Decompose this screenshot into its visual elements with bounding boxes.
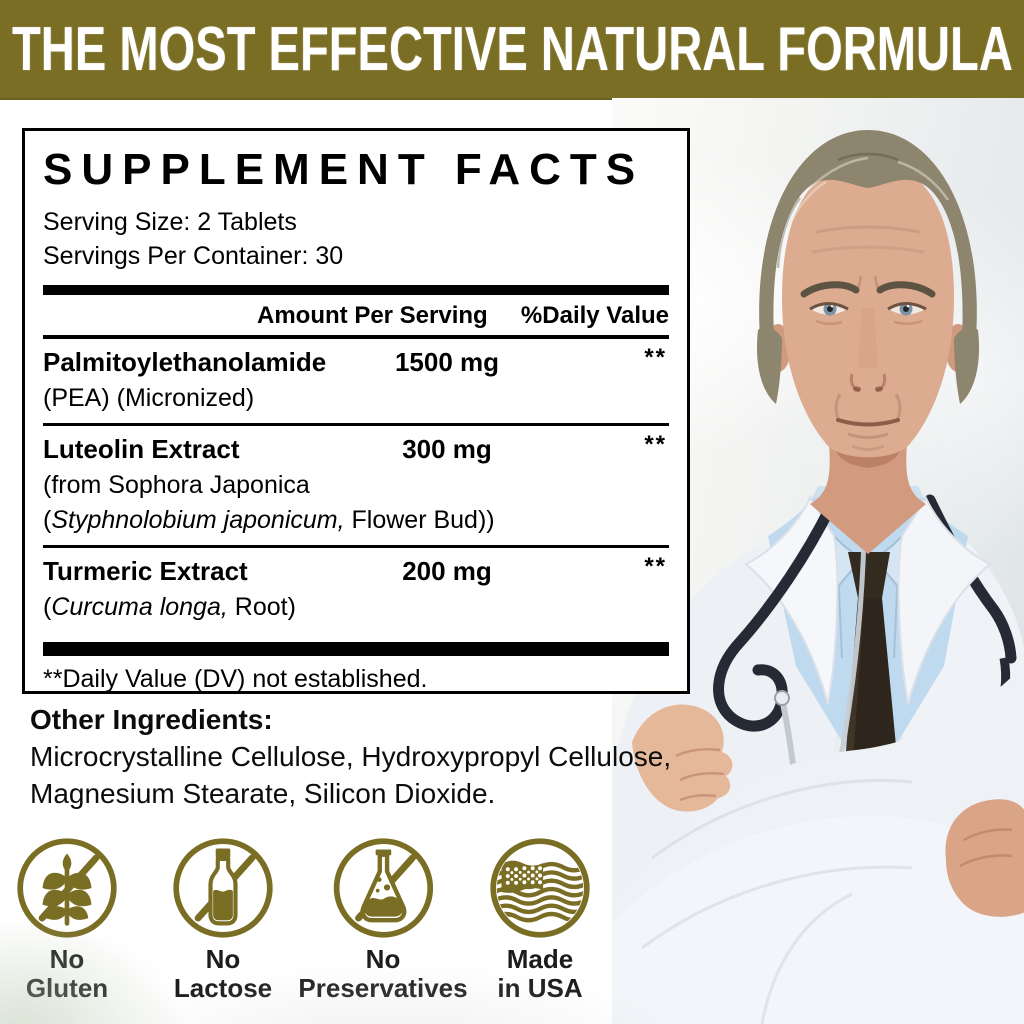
other-ingredients-section: Other Ingredients: Microcrystalline Cell… [30, 702, 678, 812]
badge-label: No Lactose [173, 944, 273, 1003]
ingredient-amount: 1500 mg [394, 347, 500, 377]
ingredient-row: Palmitoylethanolamide 1500 mg ** (PEA) (Mic… [43, 339, 669, 426]
other-ingredients-text: Microcrystalline Cellulose, Hydroxypropy… [30, 738, 678, 812]
supplement-facts-panel: SUPPLEMENT FACTS Serving Size: 2 Tablets… [22, 128, 690, 694]
ingredient-daily-value: ** [644, 553, 667, 580]
facts-title: SUPPLEMENT FACTS [43, 145, 645, 194]
servings-per-container: Servings Per Container: 30 [43, 242, 344, 270]
doctor-illustration [612, 130, 1024, 1024]
ingredient-name: Luteolin Extract [43, 434, 240, 464]
facts-rows: Palmitoylethanolamide 1500 mg ** (PEA) (Mic… [43, 339, 669, 632]
other-ingredients-line: Magnesium Stearate, Silicon Dioxide. [30, 778, 496, 809]
badges-row: No Gluten No Lactose No Preservatives Made in U… [0, 836, 660, 1016]
badge-no-preservatives: No Preservatives [298, 836, 468, 1003]
header-rule [43, 335, 669, 339]
ingredient-daily-value: ** [644, 344, 667, 371]
badge-label: Made in USA [497, 944, 583, 1003]
ingredient-source-line: (from Sophora Japonica [43, 471, 310, 499]
doctor-photo [612, 98, 1024, 1024]
top-banner: THE MOST EFFECTIVE NATURAL FORMULA [0, 0, 1024, 100]
no-gluten-icon [15, 836, 119, 940]
footnote-bar [43, 642, 669, 656]
banner-title: THE MOST EFFECTIVE NATURAL FORMULA [11, 14, 1013, 84]
serving-size: Serving Size: 2 Tablets [43, 208, 297, 236]
badge-made-in-usa: Made in USA [488, 836, 592, 1003]
badge-label: No Preservatives [298, 944, 468, 1003]
facts-column-headers: Amount Per Serving %Daily Value [43, 299, 669, 333]
ingredient-row: Turmeric Extract 200 mg ** (Curcuma longa, … [43, 548, 669, 632]
daily-value-footnote: **Daily Value (DV) not established. [43, 665, 428, 693]
amount-per-serving-header: Amount Per Serving [257, 302, 488, 329]
ingredient-amount: 300 mg [402, 434, 492, 464]
ingredient-amount: 200 mg [402, 556, 492, 586]
other-ingredients-label: Other Ingredients: [30, 704, 273, 735]
no-preservatives-icon [331, 836, 435, 940]
made-in-usa-icon [488, 836, 592, 940]
ingredient-row: Luteolin Extract 300 mg ** (from Sophora Ja… [43, 426, 669, 548]
ingredient-name: Turmeric Extract [43, 556, 248, 586]
divider-bar [43, 285, 669, 295]
ingredient-source-line: (PEA) (Micronized) [43, 384, 255, 412]
badge-no-lactose: No Lactose [171, 836, 275, 1003]
badge-label: No Gluten [25, 944, 109, 1003]
badge-no-gluten: No Gluten [15, 836, 119, 1003]
ingredient-source-line: (Curcuma longa, Root) [43, 593, 296, 621]
no-lactose-icon [171, 836, 275, 940]
ingredient-name: Palmitoylethanolamide [43, 347, 327, 377]
ingredient-source-line: (Styphnolobium japonicum, Flower Bud)) [43, 506, 495, 534]
ingredient-daily-value: ** [644, 431, 667, 458]
other-ingredients-line: Microcrystalline Cellulose, Hydroxypropy… [30, 741, 672, 772]
daily-value-header: %Daily Value [520, 302, 669, 329]
